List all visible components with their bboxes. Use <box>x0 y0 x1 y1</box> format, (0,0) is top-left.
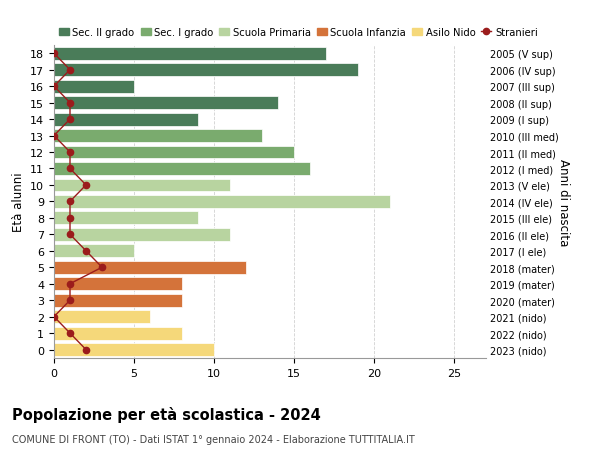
Bar <box>54 81 134 93</box>
Y-axis label: Età alunni: Età alunni <box>11 172 25 232</box>
Bar <box>54 327 182 340</box>
Bar <box>54 311 150 323</box>
Bar <box>54 261 246 274</box>
Text: Popolazione per età scolastica - 2024: Popolazione per età scolastica - 2024 <box>12 406 321 422</box>
Bar <box>54 97 278 110</box>
Bar <box>54 162 310 175</box>
Legend: Sec. II grado, Sec. I grado, Scuola Primaria, Scuola Infanzia, Asilo Nido, Stran: Sec. II grado, Sec. I grado, Scuola Prim… <box>59 28 538 38</box>
Bar <box>54 130 262 143</box>
Y-axis label: Anni di nascita: Anni di nascita <box>557 158 570 246</box>
Bar <box>54 48 326 61</box>
Bar <box>54 212 198 225</box>
Bar <box>54 146 294 159</box>
Bar <box>54 229 230 241</box>
Bar <box>54 245 134 257</box>
Bar <box>54 343 214 356</box>
Bar <box>54 179 230 192</box>
Bar <box>54 113 198 126</box>
Text: COMUNE DI FRONT (TO) - Dati ISTAT 1° gennaio 2024 - Elaborazione TUTTITALIA.IT: COMUNE DI FRONT (TO) - Dati ISTAT 1° gen… <box>12 434 415 444</box>
Bar <box>54 196 390 208</box>
Bar <box>54 64 358 77</box>
Bar <box>54 278 182 291</box>
Bar <box>54 294 182 307</box>
